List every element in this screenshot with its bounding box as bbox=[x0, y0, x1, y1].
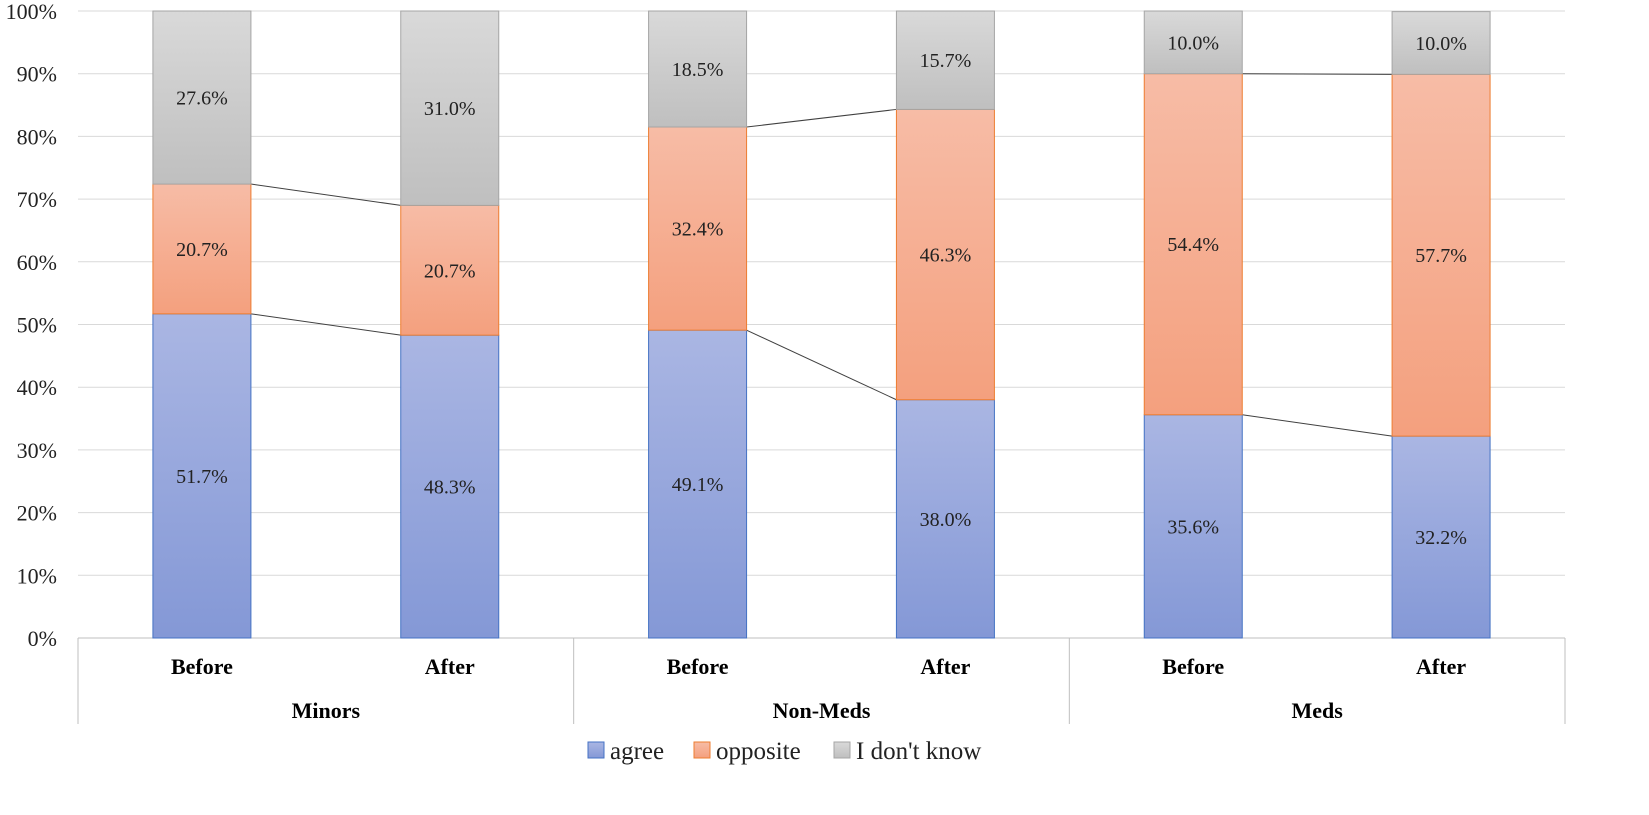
x-category-label: Before bbox=[171, 654, 233, 679]
x-category-label: After bbox=[425, 654, 475, 679]
data-label: 20.7% bbox=[424, 260, 476, 282]
legend-label: opposite bbox=[716, 738, 801, 765]
legend-swatch-i-don-t-know bbox=[834, 742, 850, 758]
series-line bbox=[1242, 415, 1392, 436]
data-label: 51.7% bbox=[176, 466, 228, 488]
x-category-label: After bbox=[920, 654, 970, 679]
y-tick-label: 20% bbox=[17, 501, 57, 526]
legend-swatch-opposite bbox=[694, 742, 710, 758]
data-label: 35.6% bbox=[1167, 516, 1219, 538]
stacked-bar-chart: 0% 10% 20% 30% 40% 50% 60% 70% 80% 90% 100% 51.7% 20… bbox=[0, 0, 1649, 810]
y-tick-label: 30% bbox=[17, 438, 57, 463]
data-label: 18.5% bbox=[672, 59, 724, 81]
series-line bbox=[747, 330, 897, 400]
data-label: 38.0% bbox=[920, 509, 972, 531]
y-tick-label: 70% bbox=[17, 187, 57, 212]
x-group-label: Non-Meds bbox=[773, 698, 871, 723]
series-line bbox=[1242, 74, 1392, 75]
y-tick-label: 100% bbox=[6, 0, 57, 24]
data-label: 32.2% bbox=[1415, 527, 1467, 549]
y-tick-label: 80% bbox=[17, 124, 57, 149]
data-label: 32.4% bbox=[672, 219, 724, 241]
data-label: 15.7% bbox=[920, 50, 972, 72]
series-line bbox=[747, 109, 897, 127]
y-tick-label: 10% bbox=[17, 563, 57, 588]
y-tick-label: 50% bbox=[17, 313, 57, 338]
data-label: 10.0% bbox=[1415, 33, 1467, 55]
data-label: 27.6% bbox=[176, 88, 228, 110]
y-tick-label: 40% bbox=[17, 375, 57, 400]
y-tick-label: 0% bbox=[28, 626, 57, 651]
x-group-label: Meds bbox=[1292, 698, 1344, 723]
x-category-label: Before bbox=[667, 654, 729, 679]
data-label: 20.7% bbox=[176, 239, 228, 261]
y-tick-label: 60% bbox=[17, 250, 57, 275]
data-label: 46.3% bbox=[920, 245, 972, 267]
series-line bbox=[251, 184, 401, 205]
x-category-label: After bbox=[1416, 654, 1466, 679]
data-label: 10.0% bbox=[1167, 32, 1219, 54]
data-label: 54.4% bbox=[1167, 234, 1219, 256]
legend-label: I don't know bbox=[856, 738, 981, 765]
data-label: 49.1% bbox=[672, 474, 724, 496]
y-tick-label: 90% bbox=[17, 62, 57, 87]
data-label: 57.7% bbox=[1415, 245, 1467, 267]
legend-label: agree bbox=[610, 738, 664, 765]
legend-swatch-agree bbox=[588, 742, 604, 758]
data-label: 31.0% bbox=[424, 98, 476, 120]
x-group-label: Minors bbox=[292, 698, 361, 723]
x-category-label: Before bbox=[1162, 654, 1224, 679]
chart-svg: 0% 10% 20% 30% 40% 50% 60% 70% 80% 90% 100% 51.7% 20… bbox=[0, 0, 1649, 810]
data-label: 48.3% bbox=[424, 477, 476, 499]
